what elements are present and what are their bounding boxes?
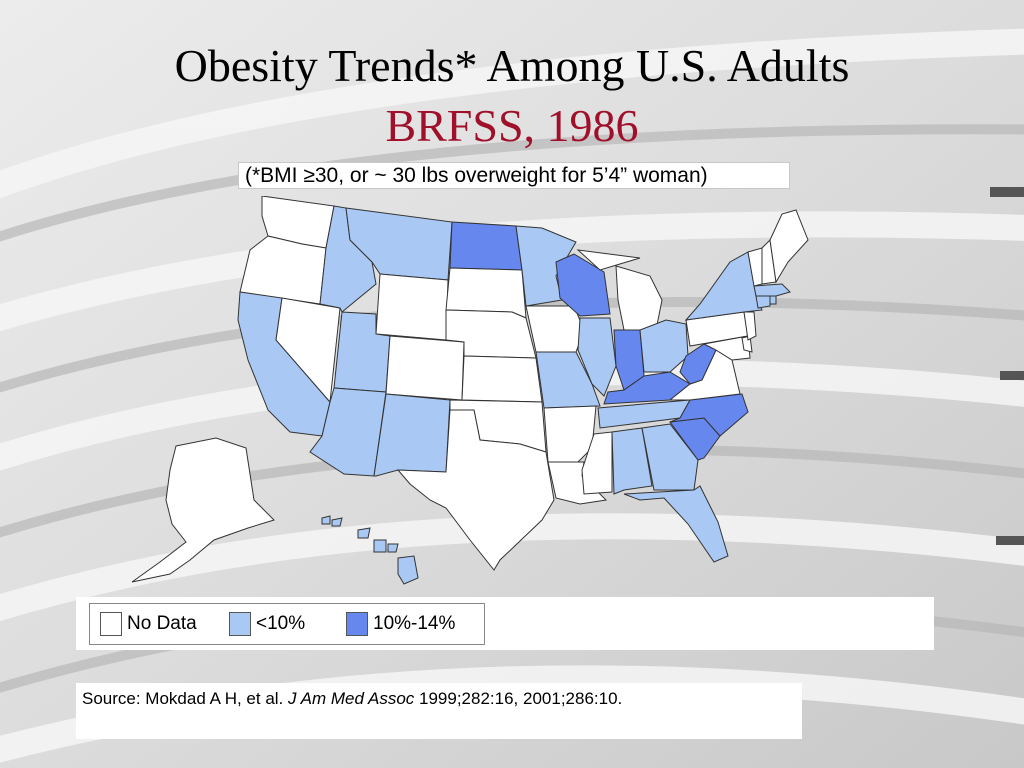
- state-ri: [769, 295, 777, 305]
- state-oh: [639, 319, 689, 373]
- legend-label: 10%-14%: [373, 613, 456, 634]
- state-wy: [375, 273, 449, 341]
- state-ia: [525, 305, 585, 353]
- legend-label: No Data: [127, 613, 197, 634]
- state-wi: [555, 253, 611, 317]
- bmi-note: (*BMI ≥30, or ~ 30 lbs overweight for 5’…: [238, 162, 790, 189]
- state-nd: [449, 221, 523, 271]
- state-ky: [603, 371, 691, 405]
- state-tx: [396, 409, 555, 571]
- legend-swatch: [100, 612, 122, 636]
- slide-subtitle: BRFSS, 1986: [385, 100, 639, 151]
- state-ma: [753, 283, 791, 297]
- source-citation: Source: Mokdad A H, et al. J Am Med Asso…: [76, 683, 802, 739]
- state-co: [385, 335, 465, 401]
- state-mo: [535, 351, 601, 409]
- source-journal: J Am Med Assoc: [288, 689, 415, 708]
- state-al: [611, 427, 653, 495]
- state-nm: [373, 393, 451, 477]
- map-legend: No Data <10% 10%-14%: [89, 603, 485, 645]
- state-ct: [755, 295, 771, 309]
- state-ks: [461, 355, 543, 403]
- state-ar: [543, 405, 597, 465]
- state-ak: [131, 437, 275, 583]
- legend-swatch: [346, 612, 368, 636]
- state-ms: [581, 431, 613, 495]
- slide-title: Obesity Trends* Among U.S. Adults: [174, 40, 850, 91]
- legend-label: <10%: [256, 613, 306, 634]
- state-nj: [743, 311, 757, 341]
- state-il: [577, 317, 617, 397]
- state-me: [769, 209, 809, 284]
- us-obesity-map: [131, 196, 809, 585]
- source-suffix: 1999;282:16, 2001;286:10.: [414, 689, 623, 708]
- state-fl: [623, 485, 729, 563]
- state-md: [702, 335, 751, 361]
- state-ga: [641, 423, 699, 491]
- source-prefix: Source: Mokdad A H, et al.: [82, 689, 289, 708]
- state-hi: [321, 515, 419, 585]
- legend-swatch: [229, 612, 251, 636]
